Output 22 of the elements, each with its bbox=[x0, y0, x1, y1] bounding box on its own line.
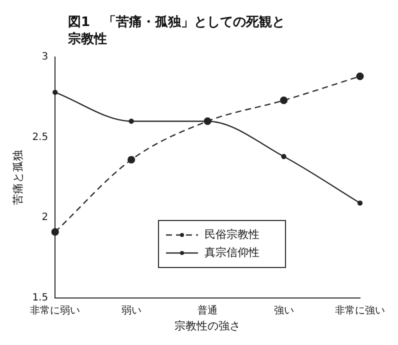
y-tick-label: 2 bbox=[42, 212, 48, 224]
x-axis-title: 宗教性の強さ bbox=[174, 319, 241, 332]
y-axis-title: 苦痛と孤独 bbox=[11, 150, 24, 205]
point bbox=[356, 72, 364, 80]
x-tick-label: 非常に弱い bbox=[30, 304, 80, 316]
y-tick-label: 1.5 bbox=[32, 292, 48, 304]
y-tick-label: 3 bbox=[42, 52, 48, 63]
legend-label: 民俗宗教性 bbox=[204, 227, 260, 242]
point bbox=[281, 154, 286, 160]
legend-label: 真宗信仰性 bbox=[204, 245, 260, 260]
y-tick-label: 2.5 bbox=[32, 132, 48, 143]
x-tick-label: 非常に強い bbox=[335, 304, 385, 316]
point bbox=[51, 228, 59, 236]
point bbox=[280, 96, 288, 104]
point bbox=[128, 118, 134, 124]
x-tick-label: 弱い bbox=[121, 305, 142, 316]
x-tick-label: 普通 bbox=[198, 304, 218, 316]
point bbox=[128, 156, 136, 164]
x-tick-label: 強い bbox=[274, 304, 294, 316]
point bbox=[52, 90, 58, 95]
chart-title: 図1 「苦痛・孤独」としての死観と宗教性 bbox=[68, 14, 286, 48]
point bbox=[357, 200, 363, 206]
